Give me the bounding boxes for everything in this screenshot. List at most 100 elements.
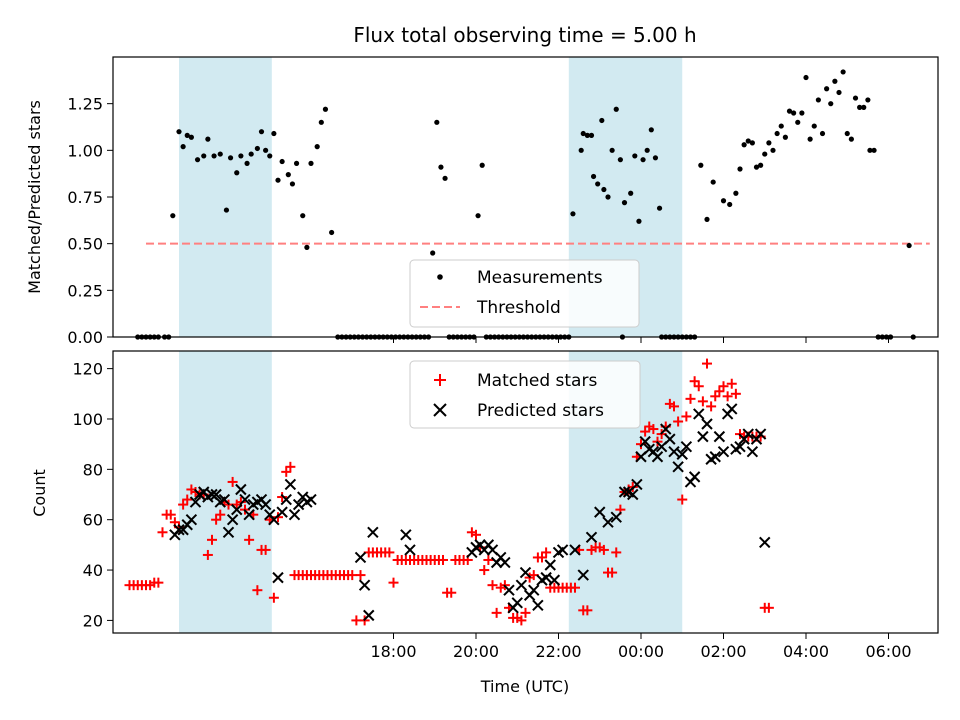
matched-star-point [718,381,729,392]
measurement-point [656,205,663,211]
measurement-point [234,170,240,176]
measurement-point [621,200,628,206]
measurement-point [475,213,481,219]
measurement-point [811,123,817,129]
predicted-star-point [218,493,231,506]
matched-star-point [479,565,490,576]
predicted-star-point [231,503,243,516]
predicted-star-point [577,569,589,581]
predicted-star-point [358,579,371,591]
predicted-star-point [701,418,713,430]
measurement-point [238,153,244,159]
predicted-star-point [742,428,754,440]
measurement-point [176,129,182,135]
measurement-point [254,145,260,152]
measurement-point [304,244,310,250]
predicted-star-point [515,579,528,591]
matched-star-point [677,494,688,505]
matched-star-point [693,381,704,392]
measurement-point [737,166,743,172]
predicted-star-point [404,544,416,556]
predicted-star-point [540,571,552,584]
measurement-point [300,213,306,219]
measurement-point [609,147,615,153]
measurement-point [832,78,838,84]
predicted-star-point [189,496,202,508]
measurement-point [188,134,194,140]
matched-star-point [697,396,708,407]
matched-star-point [673,416,684,427]
bottom-xtick-label: 00:00 [618,642,664,661]
measurement-point [263,147,269,153]
predicted-star-point [305,493,317,506]
measurement-point [438,164,444,170]
legend-predicted-label: Predicted stars [477,401,604,421]
measurement-point [227,155,234,161]
matched-star-point [714,386,725,397]
predicted-star-point [618,486,631,498]
measurement-point [871,147,877,153]
matched-star-point [182,494,193,505]
bottom-legend: Matched stars Predicted stars [409,360,641,429]
predicted-star-point [288,508,301,521]
bottom-panel: Count Time (UTC) 20 40 60 80 100 120 18:00 20:… [30,350,939,696]
measurement-point [275,177,281,183]
predicted-star-point [651,451,664,463]
predicted-star-point [222,526,235,538]
measurement-point [704,216,710,222]
predicted-star-point [639,435,651,448]
matched-star-point [487,580,498,591]
measurement-point [770,147,776,153]
bottom-ytick-label: 40 [83,561,103,580]
legend-matched-label: Matched stars [477,371,597,391]
predicted-star-point [734,440,746,453]
bottom-y-ticks: 20 40 60 80 100 120 [72,360,113,630]
measurement-point [727,201,733,208]
measurement-point [774,130,780,137]
measurement-point [605,194,611,200]
top-legend: Measurements Threshold [409,259,640,328]
measurement-point [762,151,768,157]
top-ytick-label: 0.25 [67,281,103,300]
measurement-point [184,132,190,138]
measurement-point [819,130,826,137]
matched-star-point [244,534,255,545]
matched-star-point [384,547,395,558]
measurement-point [720,198,727,204]
matched-star-point [648,424,659,435]
matched-star-point [570,582,580,593]
bottom-xtick-label: 18:00 [370,642,416,661]
matched-star-point [178,499,189,510]
matched-star-point [153,577,164,588]
measurement-point [766,140,772,146]
predicted-star-point [660,423,672,435]
predicted-star-point [532,599,544,612]
predicted-star-point [367,526,379,538]
bottom-ytick-label: 120 [72,360,103,379]
predicted-star-point [688,471,701,483]
predicted-star-point [676,448,688,460]
measurement-point [824,86,830,92]
matched-star-point [483,554,494,565]
measurement-point [170,213,176,219]
measurement-point [580,130,586,137]
matched-star-point [165,509,176,520]
predicted-star-point [499,556,511,569]
top-data-points [135,69,916,340]
measurement-point [267,153,273,159]
measurement-point [293,160,300,166]
predicted-star-point [556,544,569,556]
predicted-star-point [528,584,540,596]
bottom-legend-box [409,360,641,429]
measurement-point [194,157,201,163]
predicted-star-point [680,440,693,453]
measurement-point [644,147,650,153]
measurement-point [430,250,436,256]
predicted-star-point [511,597,523,609]
legend-predicted-marker [433,403,447,417]
measurement-point [314,144,320,150]
predicted-star-point [544,559,556,571]
measurement-point [749,140,755,146]
predicted-star-point [627,488,639,501]
shaded-span-0 [179,57,272,337]
